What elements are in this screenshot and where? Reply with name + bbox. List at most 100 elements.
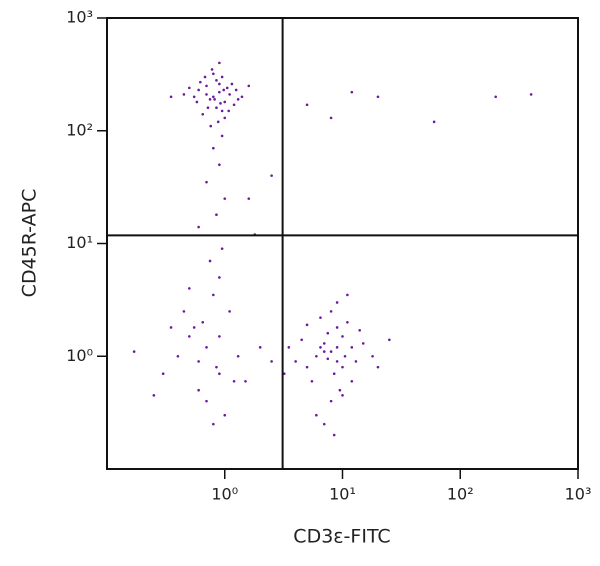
data-point: [234, 88, 238, 92]
data-point: [218, 372, 221, 376]
data-point: [332, 433, 336, 437]
data-point: [212, 72, 215, 76]
data-point: [205, 180, 208, 184]
data-point: [222, 88, 226, 92]
data-point: [188, 86, 191, 90]
data-point: [220, 134, 224, 138]
data-point: [192, 95, 196, 99]
data-point: [236, 354, 240, 358]
data-point: [197, 88, 200, 92]
data-point: [300, 338, 303, 342]
data-point: [343, 354, 347, 358]
data-point: [354, 360, 358, 363]
y-axis-title: CD45R-APC: [19, 189, 41, 298]
data-point: [206, 106, 210, 110]
data-point: [215, 106, 218, 110]
data-point: [319, 316, 322, 319]
data-point: [218, 61, 221, 65]
data-point: [341, 365, 344, 369]
data-point: [197, 360, 200, 363]
data-point: [176, 354, 180, 358]
data-point: [232, 379, 236, 383]
data-point: [227, 109, 230, 113]
data-point: [326, 357, 330, 361]
data-point: [209, 124, 213, 128]
plot-frame: [106, 17, 579, 470]
data-point: [208, 98, 212, 101]
data-point: [201, 112, 205, 116]
data-point: [361, 342, 365, 345]
data-point: [182, 310, 186, 313]
data-point: [341, 335, 344, 338]
data-point: [188, 335, 191, 338]
data-point: [305, 323, 309, 327]
data-point: [346, 321, 349, 324]
data-point: [376, 95, 380, 99]
data-point: [240, 95, 244, 99]
data-point: [350, 379, 354, 383]
x-tick-label: 10¹: [329, 485, 356, 504]
data-point: [247, 84, 251, 88]
data-point: [315, 413, 318, 417]
x-tick-label: 10²: [447, 485, 474, 504]
data-point: [220, 109, 224, 113]
data-point: [203, 75, 207, 79]
data-point: [322, 342, 326, 345]
data-point: [223, 100, 227, 104]
y-tick-label: 10⁰: [66, 346, 93, 365]
data-point: [228, 310, 231, 313]
data-point: [270, 174, 273, 177]
data-point: [199, 80, 202, 84]
data-point: [205, 399, 208, 403]
data-point: [218, 90, 221, 94]
data-point: [358, 328, 362, 332]
data-point: [197, 225, 200, 229]
data-point: [338, 388, 342, 392]
data-point: [212, 95, 215, 99]
data-point: [335, 301, 339, 304]
data-point: [161, 372, 165, 376]
data-point: [228, 93, 231, 96]
data-point: [218, 82, 221, 86]
data-point: [232, 103, 236, 107]
data-point: [335, 326, 339, 329]
data-point: [195, 100, 199, 104]
data-point: [212, 293, 215, 297]
data-point: [244, 379, 247, 383]
data-point: [270, 360, 273, 363]
data-point: [205, 93, 208, 96]
data-point: [322, 422, 326, 426]
data-point: [494, 95, 497, 99]
data-point: [223, 197, 227, 200]
data-point: [310, 379, 314, 383]
data-point: [329, 350, 333, 353]
data-point: [215, 79, 218, 82]
data-point: [219, 102, 222, 105]
data-point: [212, 422, 215, 426]
data-point: [388, 338, 391, 342]
data-point: [223, 116, 227, 120]
data-point: [132, 350, 136, 353]
data-point: [220, 75, 224, 79]
x-axis-title: CD3ε-FITC: [293, 526, 390, 548]
data-point: [182, 93, 186, 96]
data-point: [432, 120, 436, 124]
data-point: [350, 346, 354, 349]
data-point: [529, 93, 533, 96]
data-point: [371, 354, 374, 358]
data-point: [322, 350, 326, 353]
data-point: [305, 365, 309, 369]
data-point: [197, 388, 200, 392]
data-point: [236, 98, 240, 101]
data-point: [210, 68, 214, 71]
y-tick-label: 10²: [66, 120, 93, 139]
data-point: [315, 354, 318, 358]
data-point: [329, 399, 333, 403]
data-point: [212, 146, 215, 150]
data-point: [305, 103, 309, 107]
data-point: [230, 82, 234, 86]
data-point: [188, 287, 191, 290]
data-point: [216, 120, 220, 124]
data-point: [205, 84, 208, 88]
